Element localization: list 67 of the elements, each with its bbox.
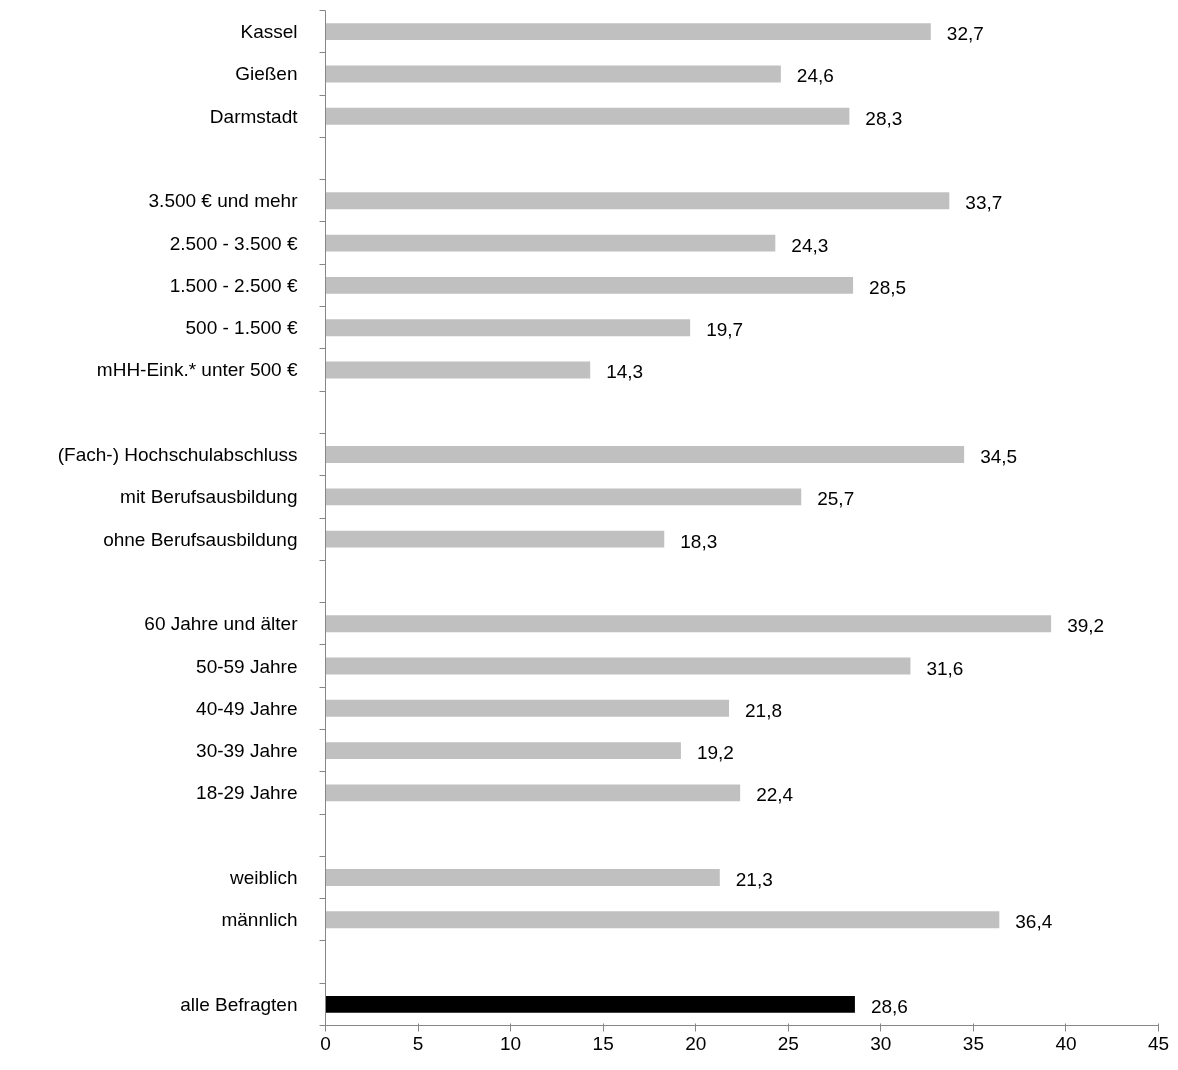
bar — [325, 192, 950, 210]
bar — [325, 869, 720, 886]
x-tick-label: 45 — [1147, 1032, 1170, 1054]
y-tick-label: Kassel — [240, 21, 298, 43]
y-tick-label: männlich — [221, 909, 298, 931]
bar — [325, 107, 850, 125]
y-tick-label: 500 - 1.500 € — [185, 317, 298, 339]
y-tick-label: ohne Berufsausbildung — [103, 528, 298, 550]
y-tick-label: 2.500 - 3.500 € — [169, 232, 298, 254]
data-label: 32,7 — [946, 23, 984, 45]
data-label: 14,3 — [606, 361, 644, 383]
bar — [325, 234, 776, 252]
y-tick-label: mHH-Eink.* unter 500 € — [96, 359, 298, 381]
bar — [325, 911, 1000, 929]
y-tick-label: weiblich — [228, 866, 298, 888]
x-tick-label: 15 — [592, 1032, 614, 1054]
data-label: 22,4 — [756, 784, 794, 806]
y-tick-label: (Fach-) Hochschulabschluss — [57, 444, 298, 466]
data-label: 39,2 — [1067, 615, 1105, 637]
x-tick-label: 25 — [777, 1032, 799, 1054]
data-label: 24,3 — [791, 234, 829, 256]
y-tick-label: mit Berufsausbildung — [120, 486, 298, 508]
bar — [325, 488, 802, 506]
bar — [325, 23, 931, 41]
data-label: 18,3 — [680, 530, 718, 552]
bar — [325, 446, 965, 464]
bar — [325, 65, 781, 83]
y-tick-label: alle Befragten — [180, 993, 298, 1015]
y-tick-label: Gießen — [235, 63, 298, 85]
data-label: 19,2 — [696, 742, 734, 764]
y-tick-label: 50-59 Jahre — [196, 655, 298, 677]
data-label: 24,6 — [796, 65, 834, 87]
bar — [325, 276, 854, 294]
data-label: 21,8 — [745, 699, 783, 721]
y-tick-label: 60 Jahre und älter — [144, 613, 299, 635]
data-label: 25,7 — [817, 488, 855, 510]
y-tick-label: 1.500 - 2.500 € — [169, 274, 298, 296]
y-tick-label: 30-39 Jahre — [196, 740, 298, 762]
x-tick-label: 5 — [412, 1032, 424, 1054]
data-label: 28,3 — [865, 107, 903, 129]
bar — [325, 361, 591, 379]
bar — [325, 319, 691, 337]
x-tick-label: 40 — [1055, 1032, 1077, 1054]
data-label: 28,5 — [869, 276, 907, 298]
data-label: 31,6 — [926, 657, 964, 679]
bar — [325, 699, 730, 717]
data-label: 33,7 — [965, 192, 1003, 214]
y-tick-label: 40-49 Jahre — [196, 697, 298, 719]
data-label: 34,5 — [980, 446, 1018, 468]
data-label: 36,4 — [1015, 911, 1053, 933]
x-tick-label: 35 — [962, 1032, 984, 1054]
bar — [325, 657, 911, 675]
y-tick-label: Darmstadt — [209, 105, 299, 127]
y-tick-label: 18-29 Jahre — [196, 782, 298, 804]
x-tick-label: 20 — [685, 1032, 707, 1054]
bar — [325, 995, 855, 1013]
bar — [325, 615, 1052, 633]
x-tick-label: 30 — [870, 1032, 892, 1054]
y-tick-label: 3.500 € und mehr — [148, 190, 299, 212]
bar — [325, 530, 665, 548]
data-label: 21,3 — [735, 868, 773, 890]
bar — [325, 784, 741, 802]
bar — [325, 742, 681, 760]
data-label: 28,6 — [870, 995, 908, 1017]
data-label: 19,7 — [706, 319, 744, 341]
x-tick-label: 10 — [500, 1032, 522, 1054]
x-tick-label: 0 — [320, 1032, 331, 1054]
